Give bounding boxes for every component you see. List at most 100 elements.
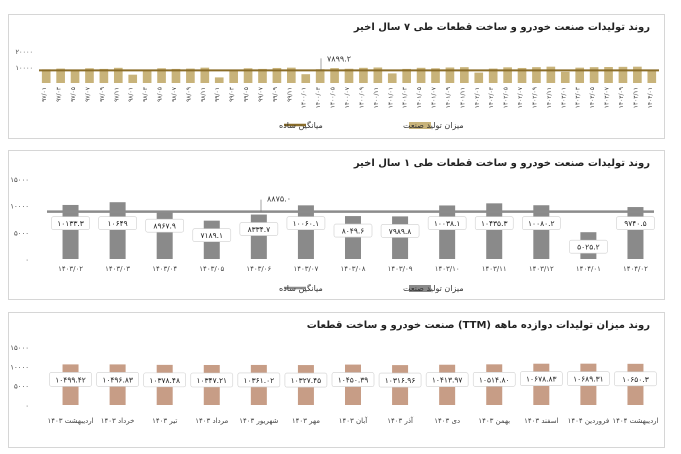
x-tick-label: ۱۴۰۱/۰۷ <box>431 86 438 108</box>
bar <box>272 67 282 83</box>
y-tick-label: ۵۰۰۰ <box>14 383 29 391</box>
x-tick-label: ۹۹/۰۷ <box>257 86 264 102</box>
data-label-box <box>98 216 137 230</box>
x-tick-label: آبان ۱۴۰۳ <box>339 416 368 425</box>
x-tick-label: ۹۹/۰۳ <box>229 86 236 102</box>
x-tick-label: ۱۴۰۲/۰۹ <box>531 87 538 108</box>
x-tick-label: ۹۹/۰۵ <box>243 87 250 102</box>
data-label: ۱۰۱۳۳.۳ <box>57 219 84 228</box>
chart-1-year-title: روند تولیدات صنعت خودرو و ساخت قطعات طی … <box>353 158 650 169</box>
bar <box>373 67 383 83</box>
y-tick-label: ۵۰۰۰ <box>14 229 29 237</box>
x-tick-label: ۱۴۰۲/۰۷ <box>517 86 524 108</box>
bar <box>633 66 642 83</box>
bar <box>62 204 79 259</box>
data-label: ۱۰۰۶۰.۱ <box>293 219 320 228</box>
x-tick-label: ۱۴۰۰/۰۹ <box>358 87 365 108</box>
data-label: ۱۰۴۱۳.۹۷ <box>432 376 463 385</box>
x-tick-label: ۱۴۰۳/۰۱ <box>560 87 567 108</box>
chart-7-years: ۲۰۰۰۰ ۱۰۰۰۰ ۷۸۹۹.۲ ۹۷/۰۱ ۹۷/۰۳ ۹۷/۰۵ ۹۷/۰۷ ۹۷/۰… <box>16 48 659 130</box>
data-label-box <box>425 372 469 388</box>
data-label: ۱۰۴۳۵.۳ <box>481 219 508 228</box>
bar <box>214 77 224 83</box>
x-tick-label: ۱۴۰۰/۰۳ <box>315 86 322 108</box>
x-tick-label: اسفند ۱۴۰۳ <box>524 417 558 425</box>
y-tick-label: ۱۰۰۰۰ <box>16 64 33 72</box>
x-tick-label: ۱۴۰۲/۰۱ <box>474 87 481 108</box>
x-tick-label: ۱۴۰۳/۰۵ <box>199 265 224 273</box>
bar <box>330 68 339 83</box>
average-label: ۷۸۹۹.۲ <box>327 54 351 63</box>
data-label: ۹۷۴۰.۵ <box>624 219 647 228</box>
x-tick-label: ۱۴۰۳/۱۲ <box>529 265 554 273</box>
data-label-box <box>520 371 563 387</box>
data-label-box <box>427 216 467 230</box>
data-label-box <box>567 371 610 386</box>
legend-bar-swatch <box>409 122 431 129</box>
x-tick-label: دی ۱۴۰۳ <box>434 417 460 425</box>
x-tick-label: فروردین ۱۴۰۴ <box>568 417 610 425</box>
x-tick-label: شهریور ۱۴۰۳ <box>239 417 278 425</box>
data-label: ۷۹۸۹.۸ <box>389 227 412 236</box>
bar <box>560 71 570 83</box>
x-tick-label: ۱۴۰۳/۰۷ <box>293 265 318 273</box>
data-label-box <box>378 372 422 388</box>
x-tick-label: ۱۴۰۳/۱۰ <box>435 265 460 273</box>
bar <box>258 68 267 83</box>
data-label-box <box>333 223 373 238</box>
data-label: ۱۰۳۱۶.۹۶ <box>385 376 416 385</box>
data-label: ۱۰۰۳۸.۱ <box>434 219 461 228</box>
bar <box>503 67 512 83</box>
data-label: ۱۰۶۴۹ <box>108 219 128 228</box>
y-tick-label: ۱۰۰۰۰ <box>10 363 29 371</box>
data-label: ۱۰۳۴۷.۲۱ <box>196 376 227 385</box>
y-tick-label: ۱۰۰۰۰ <box>10 203 29 211</box>
x-tick-label: ۱۴۰۰/۰۵ <box>330 87 337 108</box>
chart-1-year-panel: روند تولیدات صنعت خودرو و ساخت قطعات طی … <box>8 150 665 300</box>
x-tick-label: ۱۴۰۳/۰۸ <box>341 265 366 273</box>
x-tick-label: ۱۴۰۱/۰۵ <box>416 87 423 108</box>
x-tick-label: آذر ۱۴۰۳ <box>387 416 414 425</box>
data-label: ۱۰۵۱۴.۸۰ <box>479 375 510 384</box>
data-label: ۸۰۴۹.۶ <box>342 227 365 236</box>
bar <box>156 211 173 259</box>
x-tick-label: مهر ۱۴۰۳ <box>292 417 320 425</box>
data-label-box <box>474 216 514 230</box>
average-label: ۸۸۷۵.۰ <box>267 195 291 204</box>
x-tick-label: ۹۹/۰۱ <box>214 87 221 102</box>
bar <box>128 74 138 83</box>
y-tick-label: ۰ <box>25 402 29 410</box>
x-tick-label: ۱۴۰۲/۰۳ <box>488 86 495 108</box>
data-label: ۱۰۳۲۷.۴۵ <box>291 376 322 385</box>
x-tick-label: ۹۸/۰۹ <box>185 87 192 102</box>
bar <box>533 205 550 259</box>
bar <box>416 67 426 83</box>
x-tick-label: ۱۴۰۳/۰۳ <box>575 86 582 108</box>
data-label-box <box>192 228 232 242</box>
x-tick-label: ۹۷/۰۱ <box>41 87 48 102</box>
bar <box>517 67 527 83</box>
bar <box>546 66 556 83</box>
chart-ttm-panel: روند میزان تولیدات دوازده ماهه (TTM) صنع… <box>8 312 665 448</box>
x-tick-label: ۹۷/۰۹ <box>99 87 106 102</box>
data-label-box <box>286 216 326 230</box>
x-tick-label: ۱۴۰۳/۰۹ <box>618 87 625 108</box>
x-tick-label: ۱۴۰۰/۰۱ <box>301 87 308 108</box>
x-tick-label: ۱۴۰۳/۰۴ <box>152 265 177 273</box>
x-tick-label: ۱۴۰۲/۱۱ <box>546 87 553 108</box>
bar <box>70 71 80 83</box>
x-tick-label: ۱۴۰۱/۱۱ <box>459 87 466 108</box>
bar <box>56 68 65 83</box>
bar <box>99 68 109 83</box>
data-label-box <box>190 372 234 388</box>
bar <box>345 216 361 259</box>
data-label-box <box>143 372 186 388</box>
chart-1-year: ۱۵۰۰۰ ۱۰۰۰۰ ۵۰۰۰ ۰ ۸۸۷۵.۰ ۱۰۱۳۳.۳ ۱۰۶۴۹ ۸۹۶۷.۹ ۷… <box>10 176 655 293</box>
x-tick-label: بهمن ۱۴۰۳ <box>478 417 510 425</box>
bar <box>647 70 657 83</box>
data-label: ۱۰۴۹۹.۴۲ <box>55 375 86 384</box>
bar <box>287 67 296 83</box>
data-label-box <box>239 222 279 236</box>
legend: میزان تولید صنعت میانگین ساده <box>279 120 464 130</box>
legend: میزان تولید صنعت میانگین ساده <box>279 283 464 293</box>
